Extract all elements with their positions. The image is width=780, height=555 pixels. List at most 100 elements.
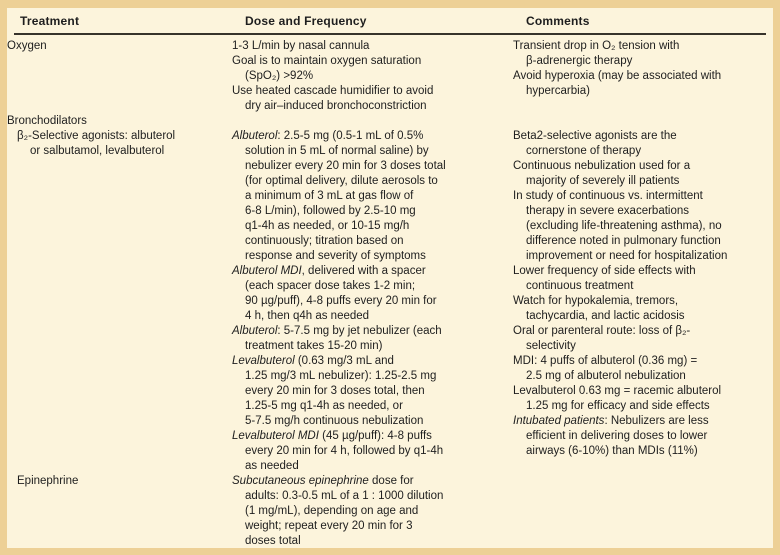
comments-line: Watch for hypokalemia, tremors, xyxy=(513,294,773,309)
text: Beta2-selective agonists are the xyxy=(513,130,677,142)
comments-line: (excluding life-threatening asthma), no xyxy=(513,219,773,234)
text: Use heated cascade humidifier to avoid xyxy=(232,85,434,97)
dose-line: Subcutaneous epinephrine dose for xyxy=(232,474,513,489)
dose-line: doses total xyxy=(232,534,513,548)
treatment-line: Epinephrine xyxy=(17,474,232,489)
dose-line: nebulizer every 20 min for 3 doses total xyxy=(232,159,513,174)
text: 90 µg/puff), 4-8 puffs every 20 min for xyxy=(245,295,437,307)
comments-line: hypercarbia) xyxy=(513,84,773,99)
text: 1-3 L/min by nasal cannula xyxy=(232,40,370,52)
text: Levalbuterol 0.63 mg = racemic albuterol xyxy=(513,385,722,397)
dose-line: q1-4h as needed, or 10-15 mg/h xyxy=(232,219,513,234)
text: Watch for hypokalemia, tremors, xyxy=(513,295,679,307)
text: as needed xyxy=(245,460,299,472)
text: Bronchodilators xyxy=(7,115,87,127)
dose-line: treatment takes 15-20 min) xyxy=(232,339,513,354)
text: dose for xyxy=(368,475,414,487)
text: airways (6-10%) than MDIs (11%) xyxy=(526,445,698,457)
text: Oral or parenteral route: loss of β₂- xyxy=(513,325,691,337)
text: (each spacer dose takes 1-2 min; xyxy=(245,280,416,292)
comments-line: selectivity xyxy=(513,339,773,354)
text: (SpO₂) >92% xyxy=(245,70,314,82)
comments-cell xyxy=(513,474,773,548)
text: majority of severely ill patients xyxy=(526,175,680,187)
text: (0.63 mg/3 mL and xyxy=(294,355,394,367)
italic-text: Albuterol xyxy=(232,130,278,142)
text: weight; repeat every 20 min for 3 xyxy=(245,520,413,532)
dose-cell: Subcutaneous epinephrine dose for adults:… xyxy=(232,474,513,548)
comments-line: Intubated patients: Nebulizers are less xyxy=(513,414,773,429)
text: cornerstone of therapy xyxy=(526,145,642,157)
comments-line: β-adrenergic therapy xyxy=(513,54,773,69)
dose-line: 5-7.5 mg/h continuous nebulization xyxy=(232,414,513,429)
text: , delivered with a spacer xyxy=(301,265,426,277)
text: response and severity of symptoms xyxy=(245,250,426,262)
text: (for optimal delivery, dilute aerosols t… xyxy=(245,175,438,187)
text: : 2.5-5 mg (0.5-1 mL of 0.5% xyxy=(277,130,424,142)
treatment-line: Oxygen xyxy=(7,39,232,54)
dose-line: a minimum of 3 mL at gas flow of xyxy=(232,189,513,204)
comments-cell: Beta2-selective agonists are the cornerst… xyxy=(513,129,773,474)
text: difference noted in pulmonary function xyxy=(526,235,721,247)
text: In study of continuous vs. intermittent xyxy=(513,190,703,202)
text: efficient in delivering doses to lower xyxy=(526,430,708,442)
dose-line: 90 µg/puff), 4-8 puffs every 20 min for xyxy=(232,294,513,309)
dose-line: weight; repeat every 20 min for 3 xyxy=(232,519,513,534)
italic-text: Levalbuterol MDI xyxy=(232,430,319,442)
text: (excluding life-threatening asthma), no xyxy=(526,220,722,232)
comments-line: Continuous nebulization used for a xyxy=(513,159,773,174)
dose-line: every 20 min for 4 h, followed by q1-4h xyxy=(232,444,513,459)
text: 1.25 mg/3 mL nebulizer): 1.25-2.5 mg xyxy=(245,370,437,382)
column-header-dose-frequency: Dose and Frequency xyxy=(245,14,367,28)
table-body: Oxygen 1-3 L/min by nasal cannula Goal is … xyxy=(7,37,773,548)
dose-line: Use heated cascade humidifier to avoid xyxy=(232,84,513,99)
text: continuously; titration based on xyxy=(245,235,404,247)
text: Oxygen xyxy=(7,40,47,52)
text: doses total xyxy=(245,535,301,547)
dose-line: Albuterol MDI, delivered with a spacer xyxy=(232,264,513,279)
text: adults: 0.3-0.5 mL of a 1 : 1000 dilutio… xyxy=(245,490,444,502)
text: 4 h, then q4h as needed xyxy=(245,310,370,322)
dose-line: 4 h, then q4h as needed xyxy=(232,309,513,324)
text: therapy in severe exacerbations xyxy=(526,205,690,217)
dose-line: dry air–induced bronchoconstriction xyxy=(232,99,513,114)
text: q1-4h as needed, or 10-15 mg/h xyxy=(245,220,410,232)
text: Avoid hyperoxia (may be associated with xyxy=(513,70,722,82)
text: every 20 min for 3 doses total, then xyxy=(245,385,425,397)
treatment-cell: Epinephrine xyxy=(7,474,232,548)
comments-line: Avoid hyperoxia (may be associated with xyxy=(513,69,773,84)
comments-line: Transient drop in O₂ tension with xyxy=(513,39,773,54)
text: hypercarbia) xyxy=(526,85,590,97)
text: (45 µg/puff): 4-8 puffs xyxy=(318,430,432,442)
text: Goal is to maintain oxygen saturation xyxy=(232,55,422,67)
text: Continuous nebulization used for a xyxy=(513,160,691,172)
header-divider-rule xyxy=(14,33,766,35)
text: 2.5 mg of albuterol nebulization xyxy=(526,370,686,382)
text: : Nebulizers are less xyxy=(604,415,709,427)
comments-line: cornerstone of therapy xyxy=(513,144,773,159)
text: 6-8 L/min), followed by 2.5-10 mg xyxy=(245,205,416,217)
dose-line: Levalbuterol (0.63 mg/3 mL and xyxy=(232,354,513,369)
dose-line: solution in 5 mL of normal saline) by xyxy=(232,144,513,159)
text: continuous treatment xyxy=(526,280,634,292)
text: improvement or need for hospitalization xyxy=(526,250,728,262)
comments-cell xyxy=(513,114,773,129)
text: dry air–induced bronchoconstriction xyxy=(245,100,427,112)
italic-text: Subcutaneous epinephrine xyxy=(232,475,369,487)
text: solution in 5 mL of normal saline) by xyxy=(245,145,429,157)
dose-line: response and severity of symptoms xyxy=(232,249,513,264)
table-inner: Treatment Dose and Frequency Comments Ox… xyxy=(7,8,773,548)
dose-cell: Albuterol: 2.5-5 mg (0.5-1 mL of 0.5% sol… xyxy=(232,129,513,474)
dose-line: 6-8 L/min), followed by 2.5-10 mg xyxy=(232,204,513,219)
comments-line: 2.5 mg of albuterol nebulization xyxy=(513,369,773,384)
comments-cell: Transient drop in O₂ tension with β-adren… xyxy=(513,39,773,114)
italic-text: Albuterol xyxy=(232,325,278,337)
treatment-line: or salbutamol, levalbuterol xyxy=(17,144,232,159)
text: every 20 min for 4 h, followed by q1-4h xyxy=(245,445,444,457)
comments-line: continuous treatment xyxy=(513,279,773,294)
table-row: β₂-Selective agonists: albuterol or salbu… xyxy=(7,129,773,474)
text: MDI: 4 puffs of albuterol (0.36 mg) = xyxy=(513,355,698,367)
text: a minimum of 3 mL at gas flow of xyxy=(245,190,414,202)
treatment-line: Bronchodilators xyxy=(7,114,232,129)
comments-line: therapy in severe exacerbations xyxy=(513,204,773,219)
